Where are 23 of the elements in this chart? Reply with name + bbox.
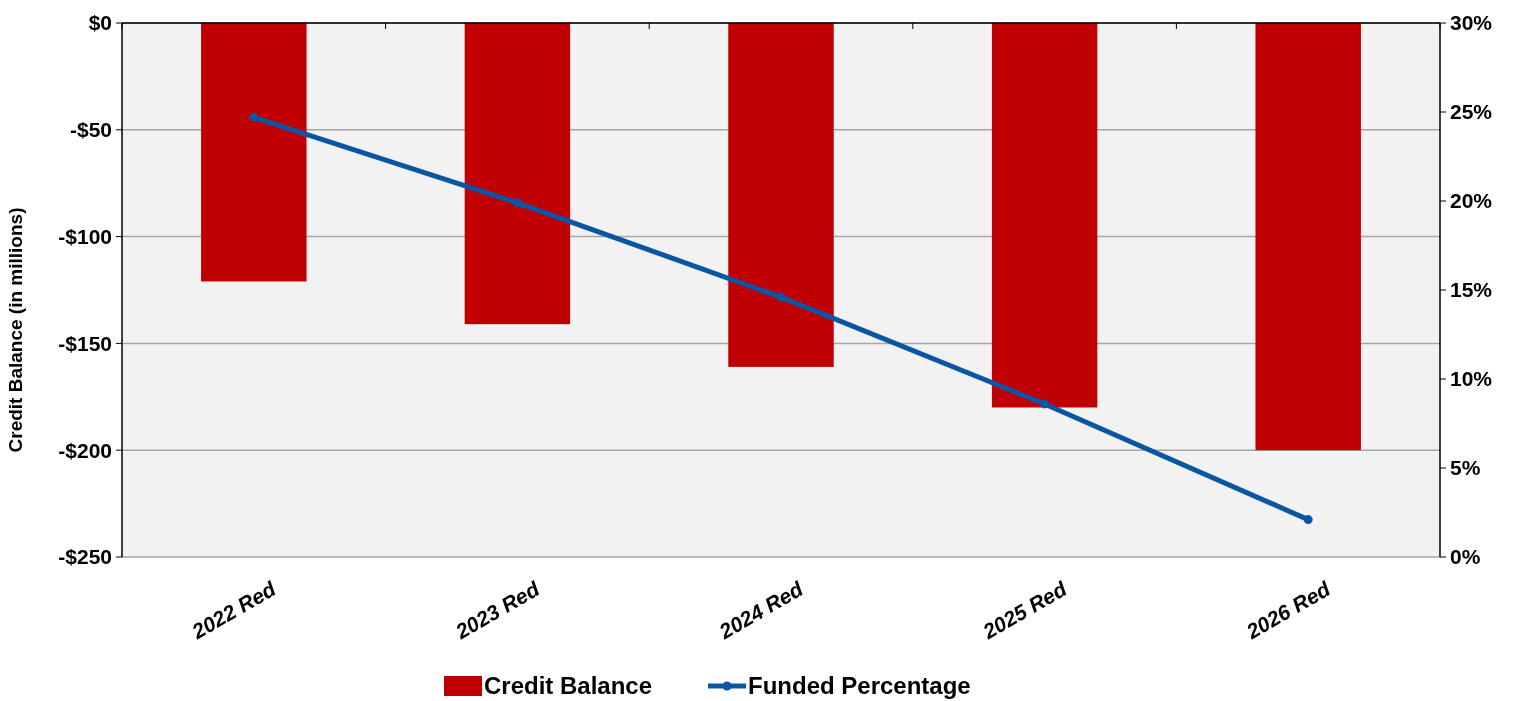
y2-tick-label: 15% xyxy=(1450,278,1493,302)
y2-tick-label: 20% xyxy=(1450,189,1493,213)
point xyxy=(249,112,259,122)
legend-label: Credit Balance xyxy=(484,672,653,700)
y-tick-label: -$100 xyxy=(58,224,112,248)
y2-tick-label: 5% xyxy=(1450,456,1481,480)
y2-tick-label: 10% xyxy=(1450,367,1493,391)
y2-tick-label: 0% xyxy=(1450,545,1481,569)
y-tick-label: -$200 xyxy=(58,438,112,462)
y-tick-label: $0 xyxy=(88,11,112,35)
x-tick-label: 2023 Red xyxy=(450,576,545,644)
y2-tick-label: 30% xyxy=(1450,11,1493,35)
y-tick-label: -$250 xyxy=(58,545,112,569)
y-axis-title: Credit Balance (in millions) xyxy=(5,207,26,453)
y-tick-label: -$150 xyxy=(58,331,112,355)
point xyxy=(776,292,786,302)
y2-tick-label: 25% xyxy=(1450,100,1493,124)
point xyxy=(1040,399,1050,409)
y-tick-label: -$50 xyxy=(69,118,112,142)
point xyxy=(1303,515,1313,525)
point xyxy=(512,198,522,208)
x-tick-label: 2022 Red xyxy=(187,576,281,644)
legend-label: Funded Percentage xyxy=(748,672,971,700)
